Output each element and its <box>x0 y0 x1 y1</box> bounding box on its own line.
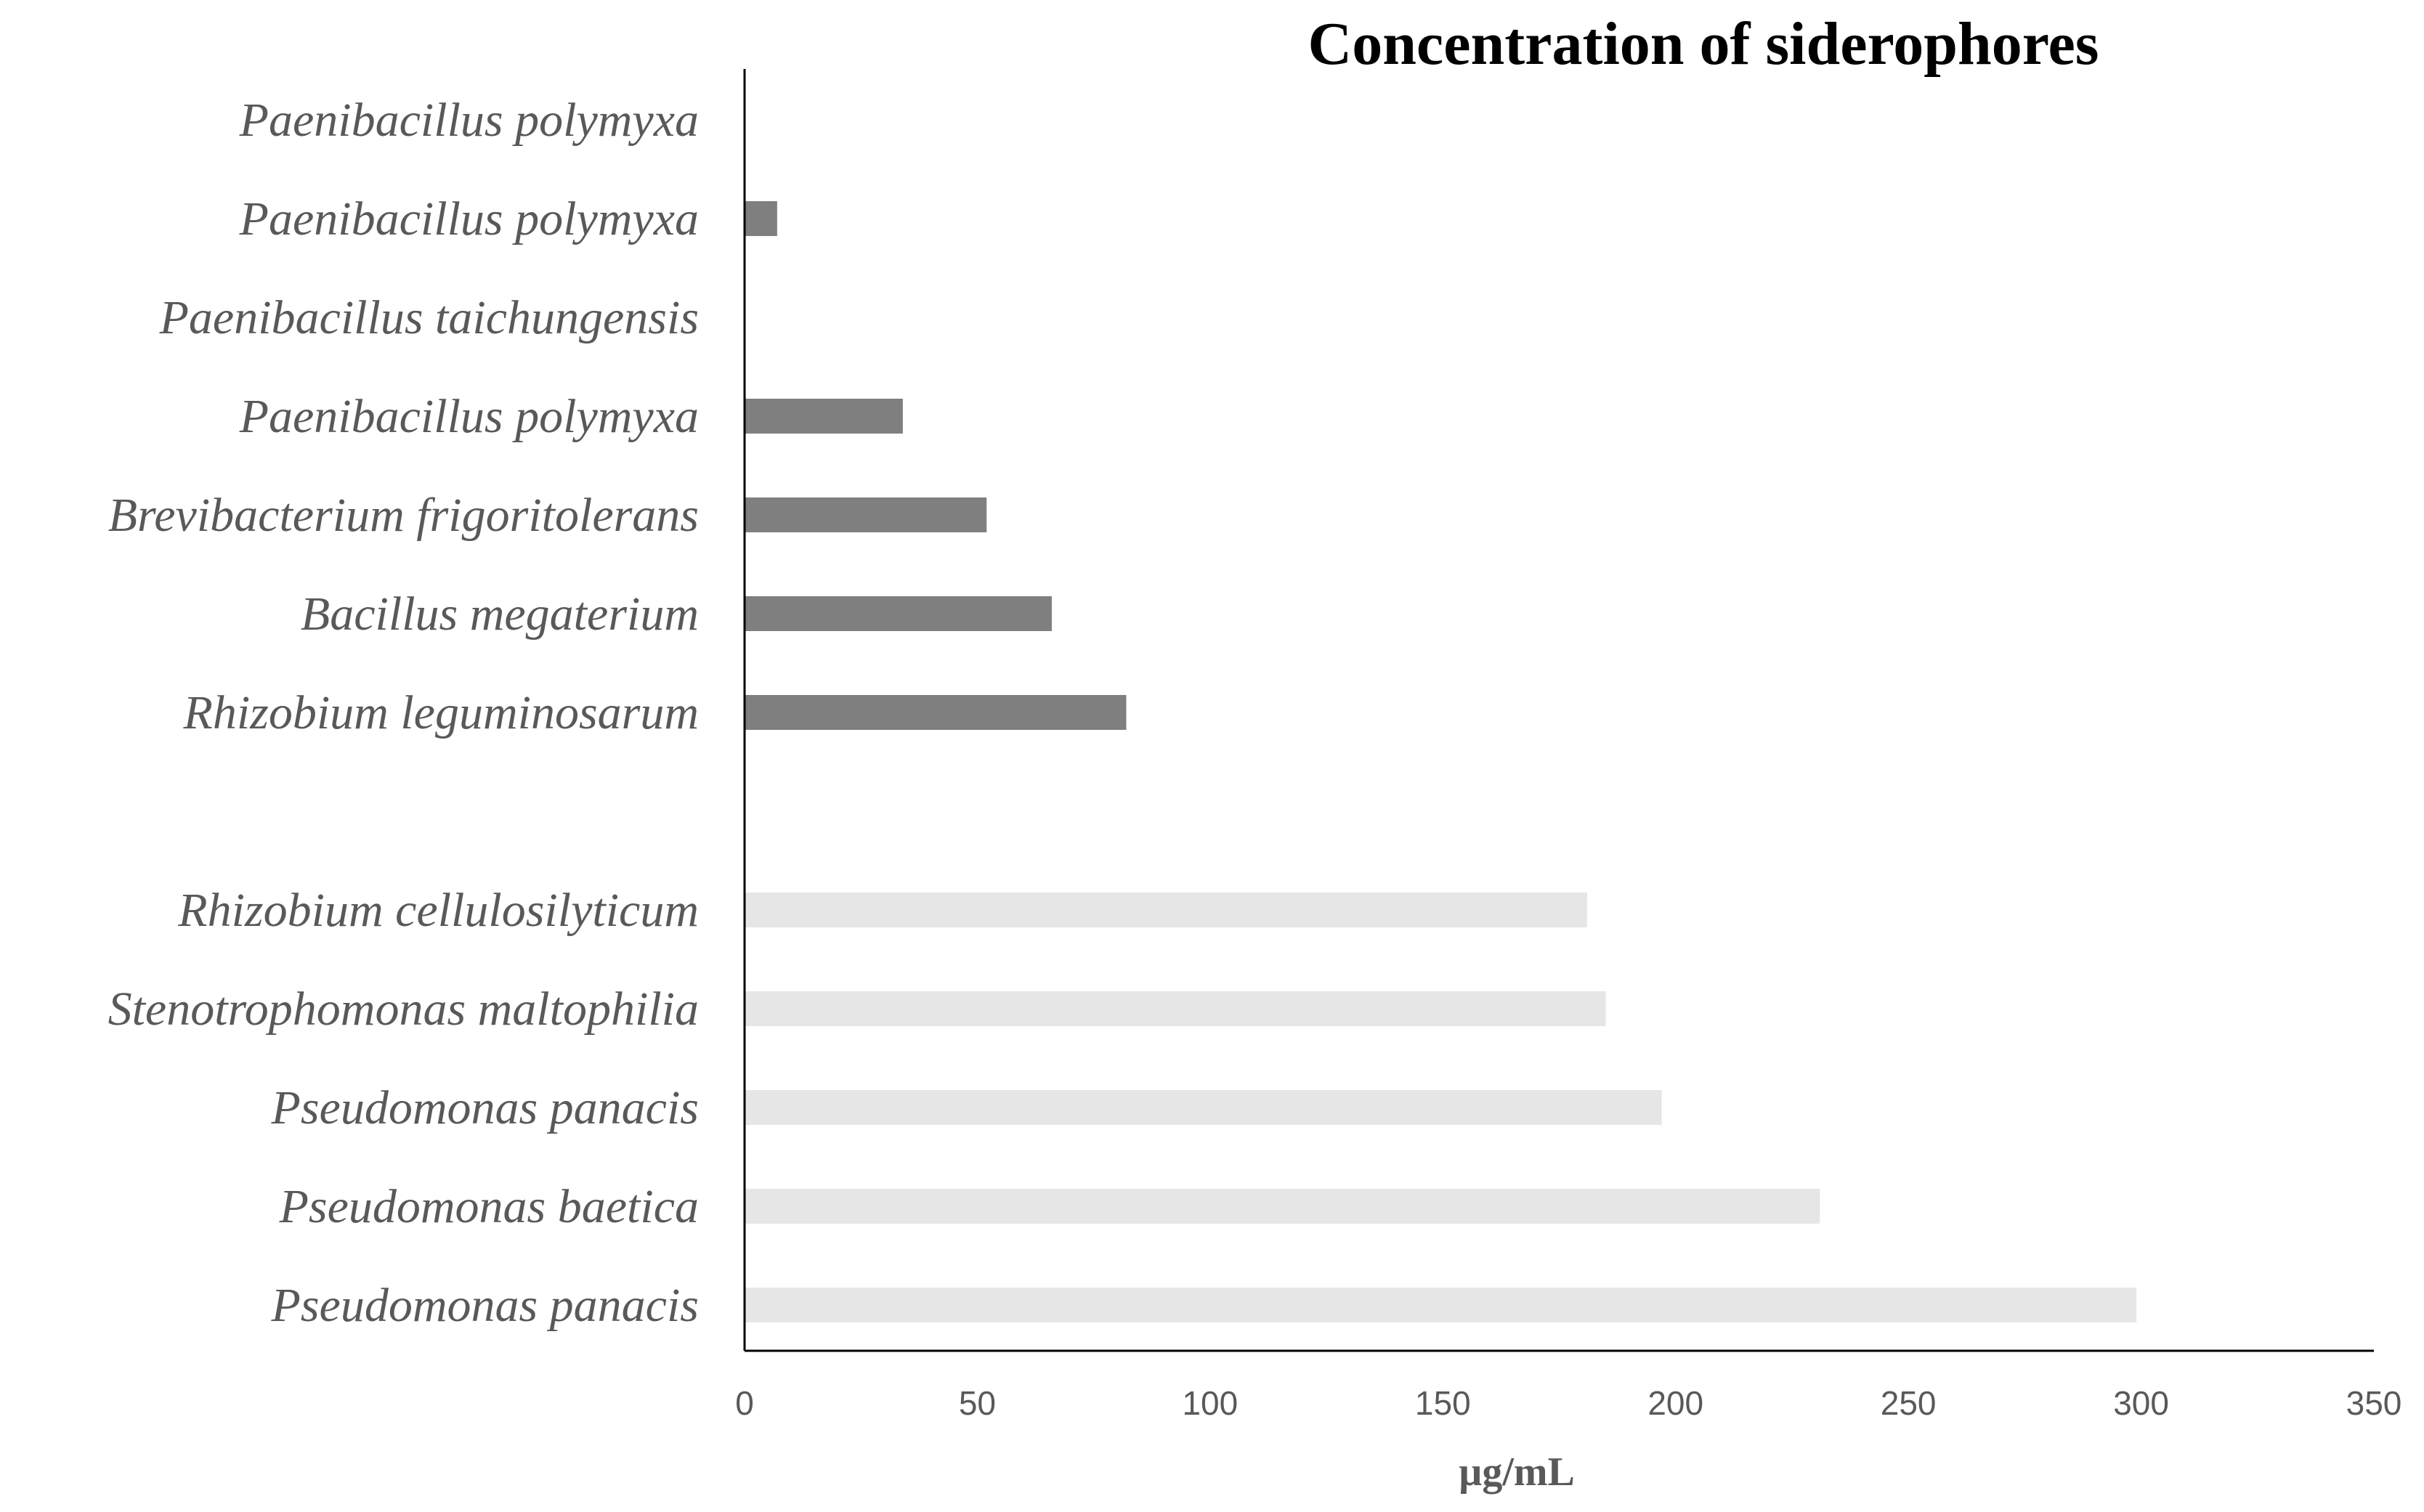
category-label-0: Paenibacillus polymyxa <box>239 94 699 147</box>
category-label-1: Paenibacillus polymyxa <box>239 192 699 245</box>
category-label-12: Pseudomonas panacis <box>271 1279 699 1332</box>
x-tick-label-50: 50 <box>959 1384 996 1422</box>
bar-3 <box>745 399 903 434</box>
x-tick-label-300: 300 <box>2113 1384 2169 1422</box>
category-label-10: Pseudomonas panacis <box>271 1081 699 1134</box>
category-label-9: Stenotrophomonas maltophilia <box>108 983 699 1036</box>
x-tick-label-200: 200 <box>1647 1384 1703 1422</box>
x-tick-label-100: 100 <box>1182 1384 1238 1422</box>
x-tick-label-0: 0 <box>735 1384 754 1422</box>
category-labels: Paenibacillus polymyxa Paenibacillus poly… <box>108 94 699 1332</box>
bar-12 <box>745 1288 2137 1322</box>
x-axis-title: µg/mL <box>1459 1450 1575 1495</box>
x-tick-labels: 0 50 100 150 200 250 300 350 <box>735 1384 2401 1422</box>
x-tick-label-350: 350 <box>2346 1384 2402 1422</box>
category-label-6: Rhizobium leguminosarum <box>183 686 700 739</box>
x-tick-label-150: 150 <box>1415 1384 1471 1422</box>
bar-8 <box>745 893 1587 927</box>
category-label-5: Bacillus megaterium <box>301 588 699 641</box>
bar-5 <box>745 596 1052 631</box>
bar-1 <box>745 201 777 236</box>
bar-6 <box>745 695 1127 730</box>
bars <box>745 201 2137 1322</box>
category-label-3: Paenibacillus polymyxa <box>239 390 699 443</box>
category-label-8: Rhizobium cellulosilyticum <box>177 884 699 937</box>
category-label-2: Paenibacillus taichungensis <box>159 291 699 344</box>
bar-9 <box>745 991 1606 1026</box>
chart-title: Concentration of siderophores <box>1308 10 2099 78</box>
category-label-4: Brevibacterium frigoritolerans <box>108 489 699 542</box>
x-tick-label-250: 250 <box>1881 1384 1937 1422</box>
bar-11 <box>745 1189 1820 1224</box>
bar-10 <box>745 1090 1662 1125</box>
bar-4 <box>745 497 987 532</box>
category-label-11: Pseudomonas baetica <box>279 1180 699 1233</box>
